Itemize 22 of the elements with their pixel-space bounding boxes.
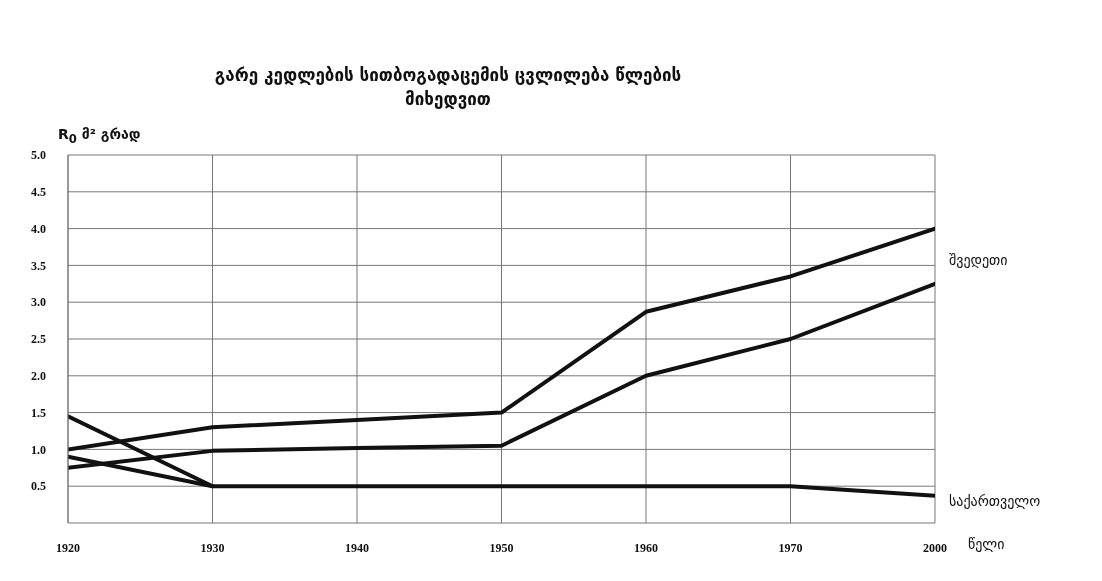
x-tick-label: 1920	[56, 540, 80, 555]
x-tick-label: 1960	[634, 540, 658, 555]
x-tick-label: 1970	[778, 540, 803, 555]
y-axis-title: R$_{0}$ მ² გრად	[58, 126, 141, 146]
series-label: შვედეთი	[949, 251, 1008, 268]
y-tick-label: 1.0	[31, 442, 46, 457]
x-tick-label: 2000	[923, 540, 947, 555]
chart-title: გარე კედლების სითბოგადაცემის ცვლილება წლების მიხედვით	[213, 64, 683, 111]
x-axis-title: წელი	[968, 536, 1005, 552]
y-tick-label: 4.0	[31, 221, 46, 236]
y-tick-label: 0.5	[31, 479, 46, 494]
y-tick-label: 2.0	[31, 369, 46, 384]
y-tick-label: 1.5	[31, 405, 46, 420]
y-tick-label: 3.0	[31, 295, 46, 310]
x-tick-label: 1930	[200, 540, 225, 555]
y-tick-label: 4.5	[31, 185, 46, 200]
series-label: საქართველო	[949, 492, 1041, 509]
x-tick-label: 1950	[489, 540, 514, 555]
y-tick-label: 3.5	[31, 258, 46, 273]
y-tick-label: 2.5	[31, 332, 46, 347]
y-tick-label: 5.0	[31, 148, 46, 163]
x-tick-label: 1940	[345, 540, 369, 555]
